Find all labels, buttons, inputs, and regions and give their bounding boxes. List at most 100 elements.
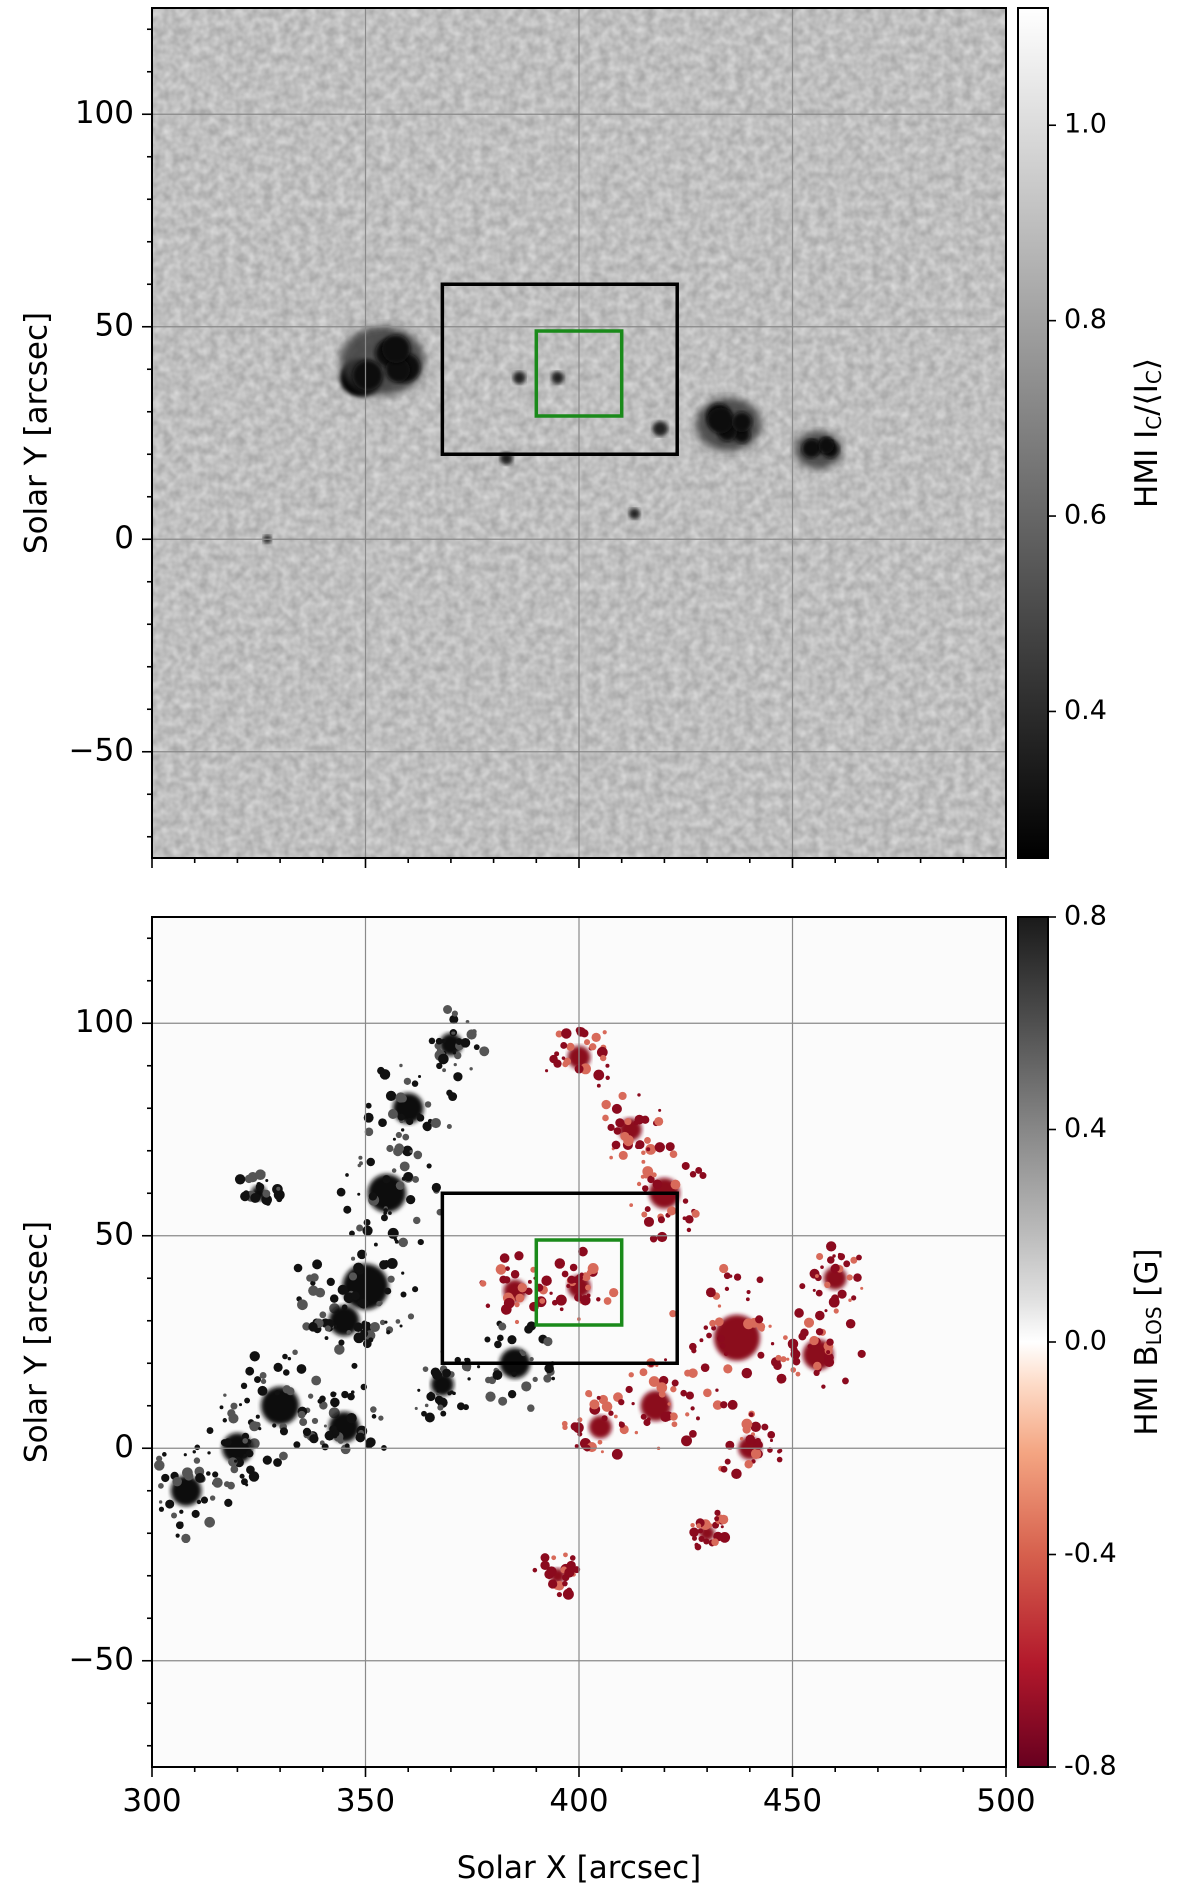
positive-flux-fragment <box>378 1118 387 1128</box>
negative-flux-fragment <box>815 1310 825 1321</box>
negative-flux-fragment <box>554 1051 560 1057</box>
negative-flux-fragment <box>690 1406 695 1411</box>
negative-flux-fragment <box>562 1580 568 1587</box>
positive-flux-fragment <box>308 1285 319 1296</box>
negative-flux-fragment <box>842 1377 849 1385</box>
positive-flux-fragment <box>302 1427 312 1437</box>
positive-flux-fragment <box>388 1211 392 1215</box>
negative-flux-fragment <box>652 1179 663 1190</box>
positive-flux-fragment <box>241 1432 250 1440</box>
negative-flux-fragment <box>750 1421 761 1432</box>
positive-flux-fragment <box>551 1376 555 1381</box>
negative-flux-fragment <box>846 1274 853 1281</box>
negative-flux-fragment <box>549 1054 558 1064</box>
negative-flux-fragment <box>667 1402 671 1406</box>
positive-flux-fragment <box>368 1192 378 1201</box>
negative-flux-fragment <box>826 1350 831 1355</box>
negative-flux-fragment <box>718 1514 729 1525</box>
negative-flux-fragment <box>682 1198 689 1204</box>
negative-flux-fragment <box>649 1234 658 1243</box>
negative-flux-fragment <box>658 1108 662 1112</box>
positive-flux-fragment <box>324 1430 335 1441</box>
positive-flux-fragment <box>307 1393 314 1399</box>
negative-flux-fragment <box>540 1560 550 1571</box>
negative-flux-fragment <box>731 1468 742 1480</box>
negative-flux-fragment <box>517 1282 528 1293</box>
positive-flux-fragment <box>460 1038 471 1048</box>
positive-flux-fragment <box>191 1509 200 1518</box>
negative-flux-fragment <box>770 1342 775 1346</box>
positive-flux-fragment <box>366 1157 375 1167</box>
y-tick-label: 50 <box>95 307 134 343</box>
negative-flux-fragment <box>607 1123 615 1132</box>
positive-flux-fragment <box>194 1444 201 1451</box>
negative-flux-fragment <box>639 1368 648 1377</box>
positive-flux-fragment <box>141 1463 150 1472</box>
positive-flux-fragment <box>260 1378 267 1385</box>
negative-flux-fragment <box>709 1319 717 1327</box>
positive-flux-fragment <box>358 1298 369 1309</box>
positive-flux-fragment <box>238 1403 243 1407</box>
negative-flux-fragment <box>636 1181 642 1187</box>
negative-flux-fragment <box>545 1069 549 1073</box>
positive-flux-fragment <box>431 1182 441 1193</box>
negative-flux-fragment <box>795 1371 801 1377</box>
positive-flux-fragment <box>302 1322 311 1331</box>
negative-flux-fragment <box>561 1028 572 1039</box>
negative-flux-fragment <box>773 1361 782 1370</box>
positive-flux-fragment <box>449 1014 459 1024</box>
positive-flux-fragment <box>406 1117 414 1126</box>
negative-flux-fragment <box>698 1535 705 1542</box>
positive-flux-fragment <box>179 1509 184 1514</box>
negative-flux-fragment <box>641 1211 648 1218</box>
negative-flux-fragment <box>757 1351 765 1359</box>
negative-flux-fragment <box>618 1091 627 1101</box>
negative-flux-fragment <box>776 1456 783 1463</box>
positive-flux-fragment <box>286 1387 295 1396</box>
positive-flux-fragment <box>326 1277 335 1287</box>
sunspot-layer <box>263 326 842 544</box>
positive-flux-fragment <box>363 1218 371 1226</box>
negative-flux-fragment <box>803 1317 815 1328</box>
positive-flux-fragment <box>401 1271 405 1275</box>
positive-flux-fragment <box>345 1173 349 1177</box>
positive-flux-fragment <box>485 1391 496 1402</box>
negative-flux-fragment <box>715 1388 719 1392</box>
positive-flux-fragment <box>296 1364 307 1374</box>
negative-flux-fragment <box>719 1263 729 1274</box>
positive-flux-fragment <box>511 1371 517 1377</box>
negative-flux-fragment <box>654 1116 664 1126</box>
negative-flux-fragment <box>593 1069 605 1081</box>
positive-flux-fragment <box>494 1340 502 1349</box>
negative-flux-fragment <box>723 1272 731 1280</box>
negative-flux-fragment <box>833 1308 839 1314</box>
negative-flux-fragment <box>828 1296 840 1308</box>
positive-flux-fragment <box>393 1237 398 1242</box>
negative-flux-fragment <box>596 1046 608 1058</box>
negative-flux-fragment <box>589 1399 600 1410</box>
positive-flux-fragment <box>359 1161 363 1166</box>
negative-flux-fragment <box>613 1127 622 1135</box>
bottom-boxes <box>440 1191 679 1365</box>
positive-flux-fragment <box>466 1029 477 1040</box>
x-tick-label: 450 <box>763 1783 822 1819</box>
negative-flux-fragment <box>685 1215 694 1224</box>
positive-flux-fragment <box>498 1322 507 1331</box>
negative-flux-fragment <box>807 1344 813 1349</box>
negative-flux-fragment <box>605 1075 610 1080</box>
negative-flux-fragment <box>589 1043 597 1051</box>
bottom-colorbar-label: HMI BLOS [G] <box>1129 1248 1166 1435</box>
positive-flux-fragment <box>543 1336 553 1347</box>
positive-flux-fragment <box>350 1390 355 1394</box>
negative-flux-fragment <box>809 1335 819 1346</box>
positive-flux-fragment <box>283 1369 290 1376</box>
negative-flux-fragment <box>768 1324 772 1328</box>
positive-flux-fragment <box>387 1109 398 1119</box>
negative-flux-fragment <box>580 1295 591 1306</box>
negative-flux-fragment <box>555 1030 563 1038</box>
negative-flux-fragment <box>790 1346 798 1354</box>
negative-flux-fragment <box>790 1367 797 1373</box>
positive-flux-fragment <box>262 1189 271 1198</box>
positive-flux-fragment <box>256 1181 262 1187</box>
